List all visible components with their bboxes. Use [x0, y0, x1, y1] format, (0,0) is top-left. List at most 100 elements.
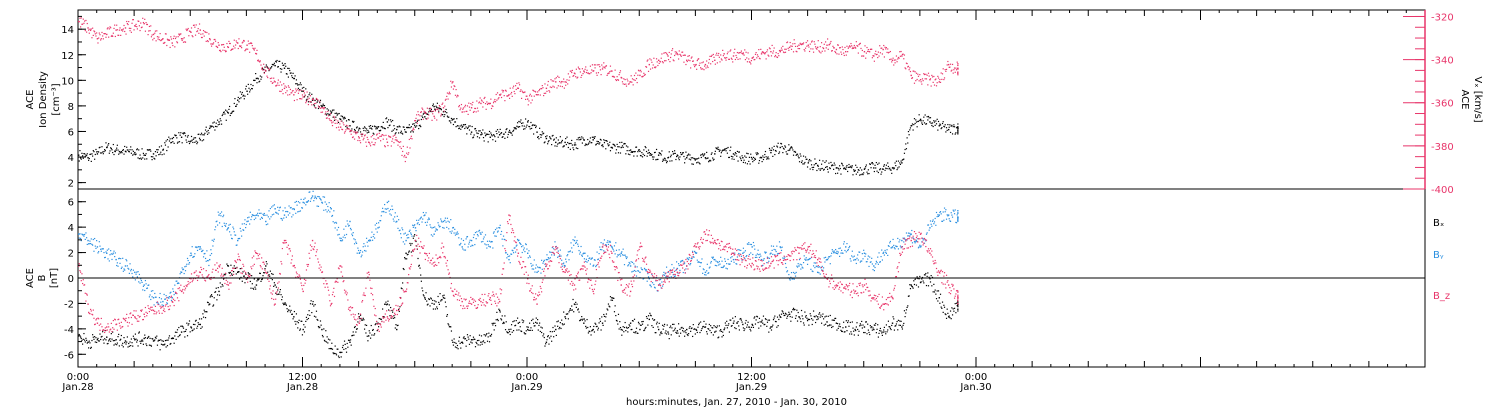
velocity-sample	[768, 47, 771, 49]
density-point	[274, 64, 276, 67]
density-sample	[789, 148, 791, 150]
velocity-sample	[655, 66, 657, 68]
density-sample	[141, 148, 143, 150]
density-sample	[496, 129, 499, 131]
density-sample	[485, 134, 487, 136]
bx-sample	[698, 324, 700, 326]
velocity-sample	[290, 92, 292, 94]
by-sample	[698, 261, 700, 263]
bx-sample	[781, 310, 783, 312]
bx-sample	[559, 322, 561, 324]
bx-sample	[843, 331, 845, 333]
density-sample	[233, 102, 235, 105]
by-sample	[217, 211, 219, 213]
by-sample	[635, 270, 637, 272]
by-sample	[622, 248, 624, 250]
bx-sample	[605, 313, 608, 315]
by-sample	[694, 251, 696, 254]
density-sample	[797, 155, 799, 157]
bx-sample	[533, 322, 535, 324]
by-sample	[702, 272, 704, 274]
by-sample	[390, 214, 392, 216]
bx-sample	[155, 337, 157, 339]
velocity-sample	[309, 101, 311, 103]
velocity-sample	[216, 46, 219, 49]
by-sample	[615, 249, 618, 251]
velocity-sample	[495, 93, 497, 96]
by-sample	[560, 255, 562, 257]
density-sample	[150, 156, 153, 158]
bx-sample	[390, 317, 392, 319]
velocity-sample	[557, 75, 559, 77]
by-sample	[382, 207, 384, 209]
velocity-sample	[98, 32, 100, 34]
by-sample	[319, 197, 321, 199]
velocity-sample	[652, 64, 654, 66]
density-sample	[488, 130, 491, 133]
density-sample	[164, 142, 166, 144]
density-sample	[841, 163, 843, 165]
bx-sample	[671, 323, 674, 325]
bx-sample	[587, 332, 590, 334]
bx-sample	[154, 339, 156, 341]
density-sample	[659, 152, 662, 155]
bx-sample	[85, 337, 87, 339]
bx-sample	[499, 311, 501, 313]
velocity-sample	[612, 75, 614, 77]
bx-sample	[588, 330, 590, 332]
by-sample	[692, 250, 694, 252]
density-sample	[671, 160, 673, 162]
bx-sample	[350, 344, 352, 346]
velocity-sample	[459, 109, 461, 111]
density-sample	[574, 142, 576, 144]
by-sample	[288, 205, 290, 207]
bx-sample	[871, 329, 873, 331]
by-sample	[243, 223, 245, 225]
by-sample	[99, 245, 101, 247]
by-sample	[659, 283, 661, 285]
by-sample	[209, 254, 211, 256]
density-sample	[935, 123, 938, 125]
density-sample	[868, 172, 870, 175]
density-sample	[96, 151, 98, 153]
bx-sample	[341, 346, 344, 349]
velocity-sample	[749, 61, 751, 63]
bx-sample	[705, 323, 707, 325]
density-sample	[247, 93, 249, 95]
by-sample	[354, 239, 356, 241]
bx-sample	[524, 333, 526, 335]
by-sample	[571, 251, 573, 253]
bx-sample	[258, 278, 260, 280]
density-sample	[480, 132, 483, 134]
by-sample	[483, 236, 485, 238]
velocity-sample	[82, 23, 84, 25]
bx-sample	[760, 325, 762, 327]
by-sample	[611, 247, 614, 249]
density-sample	[506, 128, 508, 130]
velocity-sample	[685, 63, 687, 66]
density-sample	[109, 150, 111, 152]
density-sample	[229, 105, 231, 108]
velocity-sample	[571, 71, 573, 74]
velocity-sample	[831, 50, 833, 52]
density-sample	[357, 131, 359, 133]
by-sample	[705, 274, 707, 276]
velocity-sample	[518, 82, 520, 84]
by-sample	[495, 235, 497, 237]
velocity-point	[901, 55, 903, 57]
density-sample	[737, 160, 739, 162]
velocity-sample	[259, 60, 261, 62]
bx-point	[424, 297, 426, 299]
by-sample	[605, 244, 608, 246]
velocity-sample	[138, 25, 141, 27]
by-sample	[488, 245, 490, 247]
density-sample	[953, 124, 955, 126]
bx-sample	[391, 309, 393, 312]
density-sample	[431, 111, 433, 113]
by-sample	[561, 259, 563, 261]
velocity-sample	[409, 147, 411, 149]
density-sample	[531, 127, 533, 130]
bx-sample	[838, 325, 840, 327]
density-sample	[309, 92, 311, 94]
bx-sample	[494, 325, 497, 327]
